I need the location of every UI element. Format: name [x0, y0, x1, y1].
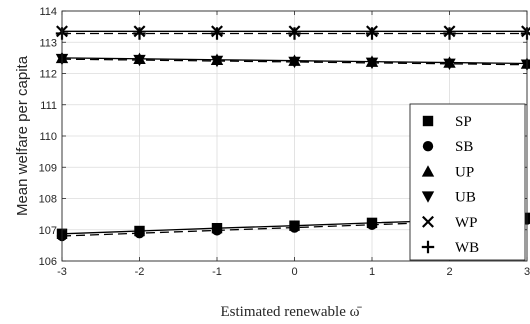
legend-marker-sp: [422, 115, 434, 127]
y-tick-label: 113: [39, 37, 57, 49]
legend-marker-up: [421, 165, 435, 177]
legend-marker-wp: [422, 215, 434, 228]
data-point-wb: [443, 27, 456, 40]
data-point-sb: [289, 222, 300, 233]
data-point-sb: [134, 227, 145, 239]
legend-label-sb: SB: [455, 139, 473, 155]
x-tick-label: -1: [212, 266, 222, 278]
data-point-ub: [288, 56, 301, 69]
x-tick-label: -2: [135, 266, 145, 278]
y-axis-title: Mean welfare per capita: [14, 55, 31, 216]
tick-labels: -3 -2 -1 0 1 2 3 106 107 108 109 110 111 112 113 114: [39, 6, 530, 278]
data-point-ub: [210, 55, 224, 68]
y-tick-label: 111: [40, 100, 57, 112]
legend-label-ub: UB: [455, 190, 476, 206]
y-tick-label: 106: [39, 256, 57, 268]
data-point-wb: [210, 27, 224, 40]
x-axis-title: Estimated renewable ω̄: [221, 304, 363, 320]
data-point-wb: [365, 27, 379, 40]
data-point-ub: [133, 54, 146, 67]
legend-label-up: UP: [455, 164, 474, 180]
legend-box: [409, 103, 526, 261]
x-tick-label: 1: [369, 266, 375, 278]
x-tick-label: 0: [291, 266, 297, 278]
data-point-ub: [520, 59, 530, 71]
data-point-sb: [366, 219, 378, 230]
y-tick-label: 112: [39, 69, 57, 81]
data-point-wb: [288, 27, 301, 40]
series-layer: [55, 25, 530, 242]
data-point-ub: [365, 57, 379, 70]
y-tick-label: 110: [39, 131, 57, 143]
legend-label-wb: WB: [455, 240, 479, 256]
data-point-wb: [133, 27, 146, 40]
y-tick-label: 107: [39, 225, 57, 237]
legend-label-sp: SP: [455, 114, 472, 130]
legend-label-wp: WP: [455, 215, 478, 231]
data-point-ub: [443, 58, 456, 71]
legend-marker-ub: [421, 191, 435, 203]
x-tick-label: -3: [57, 266, 67, 278]
legend-marker-wb: [421, 240, 435, 254]
y-tick-label: 114: [39, 6, 57, 18]
y-tick-label: 109: [39, 162, 57, 174]
x-tick-label: 2: [446, 266, 452, 278]
data-point-sb: [211, 225, 223, 236]
legend-marker-sb: [422, 141, 434, 152]
y-tick-label: 108: [39, 194, 57, 206]
legend: SP SB UP UB WP WB: [409, 103, 526, 261]
x-tick-label: 3: [524, 266, 530, 278]
